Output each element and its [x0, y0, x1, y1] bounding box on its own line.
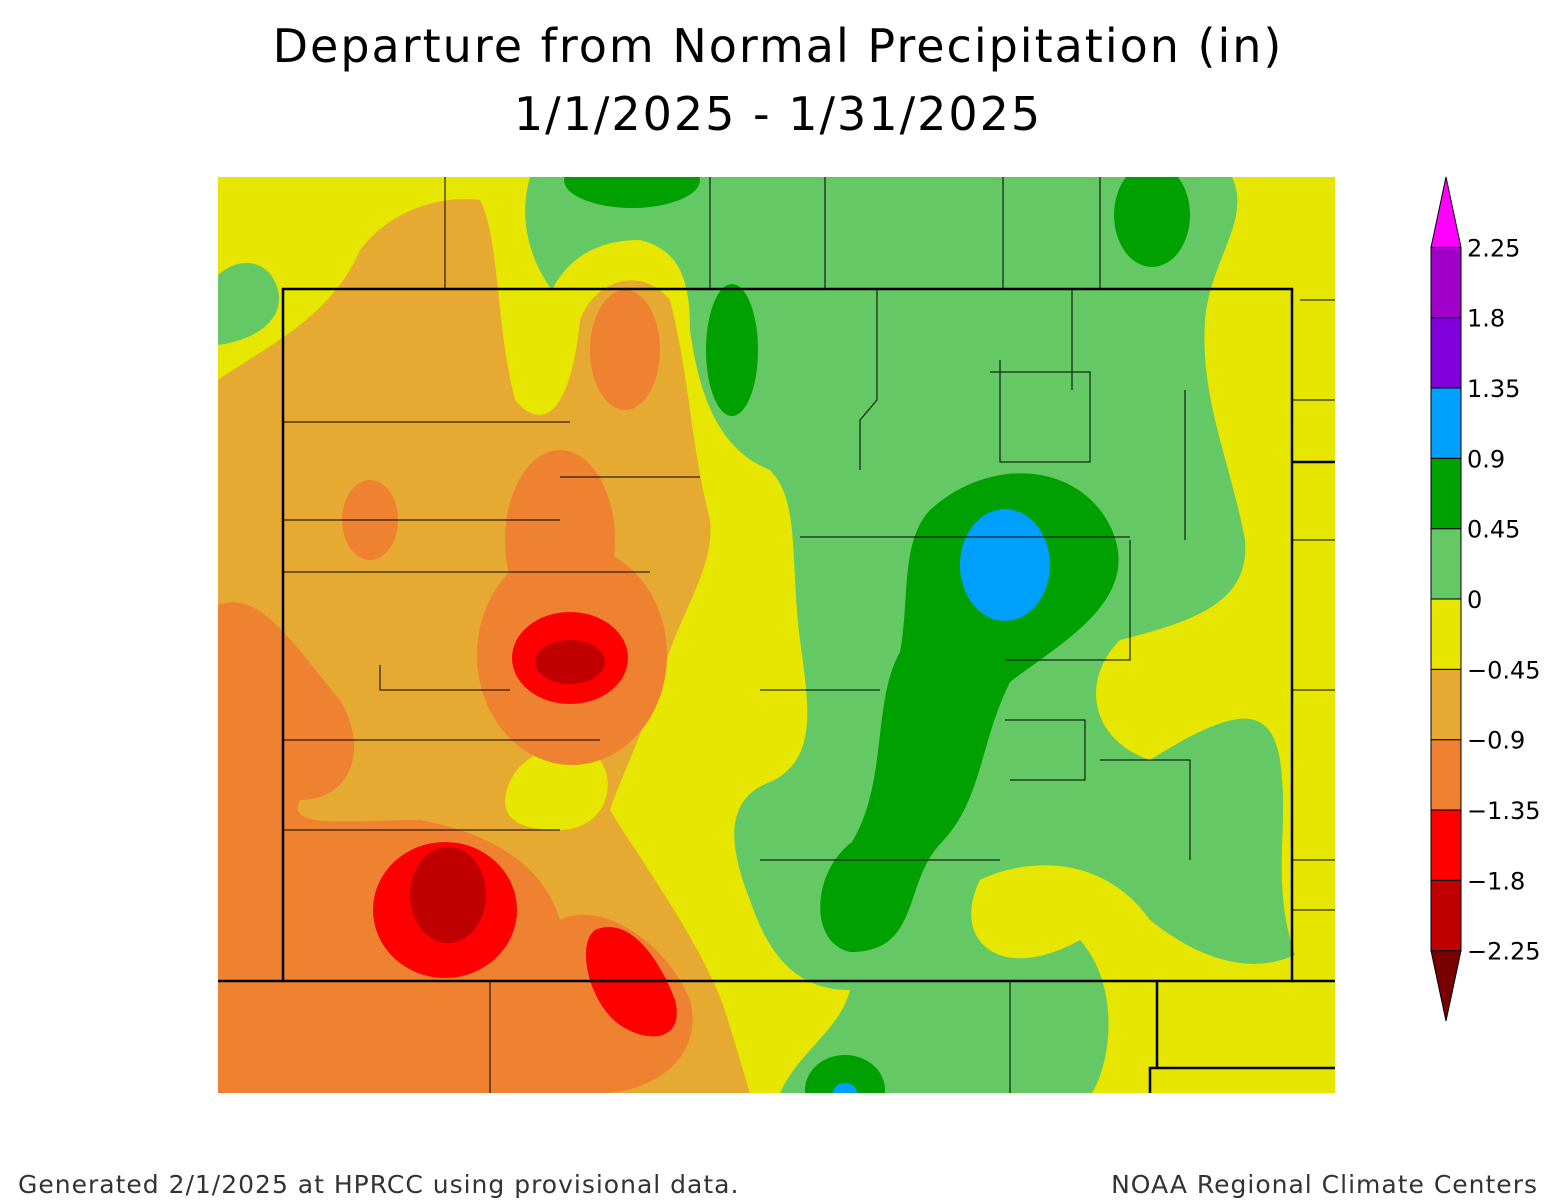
contour — [218, 263, 280, 345]
contour — [706, 284, 758, 416]
map-title: Departure from Normal Precipitation (in) — [273, 19, 1284, 73]
legend-label: −2.25 — [1467, 938, 1541, 966]
contour — [960, 509, 1050, 621]
contour — [564, 177, 700, 208]
footer-right: NOAA Regional Climate Centers — [1111, 1170, 1538, 1199]
legend-swatch — [1430, 246, 1462, 319]
legend-label: 0 — [1467, 586, 1482, 614]
contour — [805, 1055, 885, 1093]
legend-swatch — [1430, 317, 1462, 389]
legend-swatch — [1430, 176, 1462, 248]
legend-swatch — [1430, 739, 1462, 811]
legend-label: 0.45 — [1467, 516, 1520, 544]
legend-swatch — [1430, 809, 1462, 881]
state-borders — [218, 287, 1335, 1093]
legend-label: −0.45 — [1467, 656, 1541, 684]
legend-swatch — [1430, 950, 1462, 1022]
legend-label: 1.35 — [1467, 375, 1520, 403]
legend-swatch — [1430, 879, 1462, 952]
legend-label: 2.25 — [1467, 234, 1520, 262]
legend-swatch — [1430, 668, 1462, 741]
legend-swatch — [1430, 598, 1462, 670]
legend-label: −1.8 — [1467, 867, 1525, 895]
legend-label: 0.9 — [1467, 445, 1505, 473]
county-lines — [283, 177, 1335, 1093]
contour — [535, 640, 605, 684]
contour — [410, 847, 486, 943]
legend-swatch — [1430, 528, 1462, 600]
legend-label: 1.8 — [1467, 305, 1505, 333]
contour — [505, 748, 608, 830]
map — [218, 177, 1335, 1093]
contour — [505, 450, 615, 630]
contour — [833, 1083, 857, 1093]
footer-left: Generated 2/1/2025 at HPRCC using provis… — [18, 1170, 739, 1199]
contour — [1114, 177, 1190, 267]
map-subtitle: 1/1/2025 - 1/31/2025 — [514, 87, 1042, 141]
legend-swatch — [1430, 457, 1462, 530]
contour — [590, 290, 660, 410]
legend-swatch — [1430, 387, 1462, 459]
legend-label: −0.9 — [1467, 727, 1525, 755]
color-legend: −2.25 −1.8 −1.35 −0.9 −0.45 0 0.45 0.9 1.35 1.8 2.… — [1430, 176, 1541, 1022]
legend-label: −1.35 — [1467, 797, 1541, 825]
